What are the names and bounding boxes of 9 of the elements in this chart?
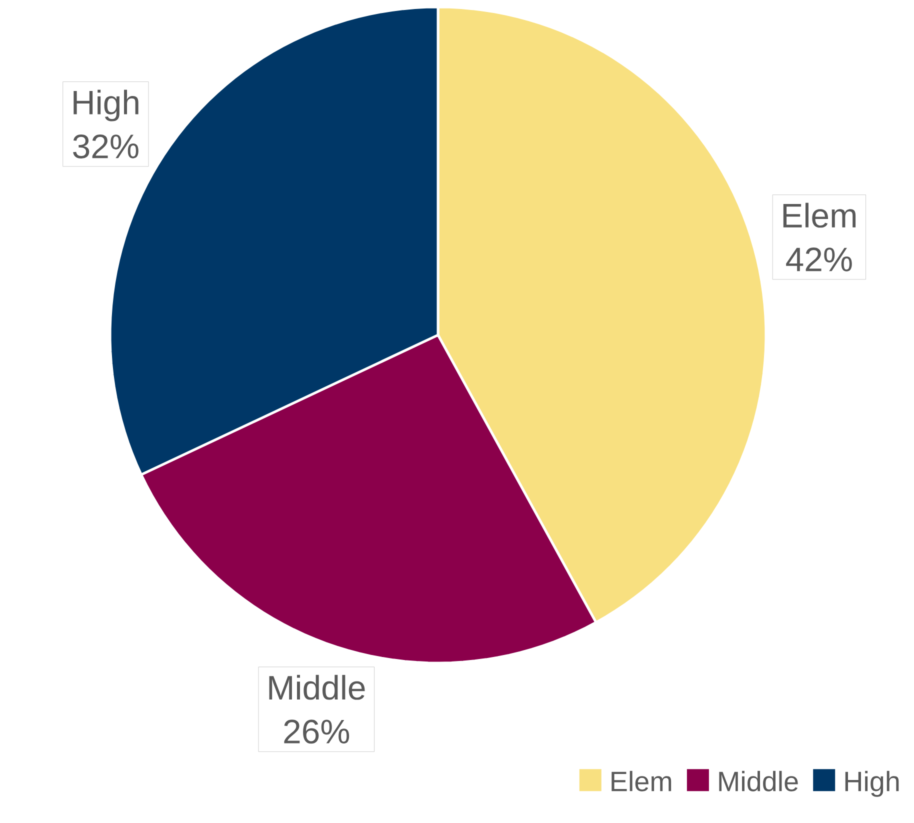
slice-label: Middle [269,674,365,700]
slice-label: Elem [783,202,856,228]
data-label: 32% [73,134,138,158]
legend-label: High [845,770,899,797]
data-label: 42% [786,248,852,272]
data-label: 26% [284,720,350,744]
legend-label: Middle [719,770,798,792]
slice-label: High [74,90,138,122]
legend-label: Elem [612,770,672,792]
